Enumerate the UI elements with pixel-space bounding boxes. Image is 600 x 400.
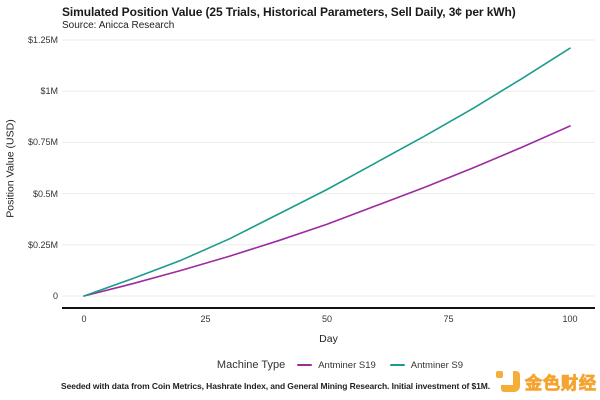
footnote: Seeded with data from Coin Metrics, Hash…	[61, 381, 491, 391]
watermark: 金色财经	[495, 368, 597, 394]
logo-dot	[496, 371, 503, 378]
y-axis-title: Position Value (USD)	[4, 119, 17, 218]
y-tick-label: $0.5M	[32, 188, 58, 199]
x-tick-label: 25	[200, 314, 211, 324]
watermark-text: 金色财经	[525, 373, 597, 393]
chart-subtitle: Source: Anicca Research	[62, 20, 175, 31]
legend-label: Antminer S19	[318, 359, 376, 371]
y-tick-label: $0.75M	[27, 137, 58, 148]
series-line-antminer-s9	[83, 47, 571, 297]
golden-finance-logo-icon	[495, 368, 521, 394]
y-tick-label: 0	[52, 291, 58, 301]
legend-item-antminer-s19: Antminer S19	[297, 360, 376, 371]
x-tick-label: 100	[562, 314, 578, 324]
x-tick-label: 75	[443, 314, 454, 324]
legend-item-antminer-s9: Antminer S9	[389, 359, 464, 371]
legend-label: Antminer S9	[410, 359, 464, 371]
y-tick-label: $1.25M	[27, 35, 58, 45]
x-tick-label: 50	[321, 314, 332, 324]
logo-j-shape	[501, 371, 520, 392]
legend: Machine Type Antminer S19 Antminer S9	[80, 357, 600, 373]
chart-title: Simulated Position Value (25 Trials, His…	[62, 5, 516, 19]
x-axis-title: Day	[319, 333, 338, 345]
y-tick-label: $0.25M	[27, 239, 58, 250]
legend-line-swatch	[297, 364, 313, 366]
legend-title: Machine Type	[216, 359, 286, 371]
y-tick-label: $1M	[40, 86, 58, 97]
x-tick-label: 0	[81, 314, 87, 324]
legend-items: Antminer S19 Antminer S9	[297, 360, 463, 371]
legend-line-swatch	[389, 364, 405, 366]
series-line-antminer-s19	[83, 125, 571, 297]
